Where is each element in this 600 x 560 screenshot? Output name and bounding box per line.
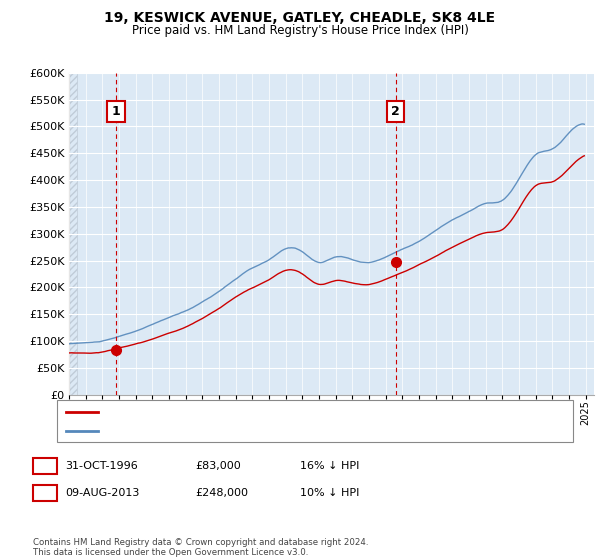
Text: £83,000: £83,000	[195, 461, 241, 471]
Text: 19, KESWICK AVENUE, GATLEY, CHEADLE, SK8 4LE: 19, KESWICK AVENUE, GATLEY, CHEADLE, SK8…	[104, 11, 496, 25]
Text: Contains HM Land Registry data © Crown copyright and database right 2024.
This d: Contains HM Land Registry data © Crown c…	[33, 538, 368, 557]
Text: 16% ↓ HPI: 16% ↓ HPI	[300, 461, 359, 471]
Text: 1: 1	[41, 459, 49, 473]
Text: 09-AUG-2013: 09-AUG-2013	[65, 488, 139, 498]
Text: 10% ↓ HPI: 10% ↓ HPI	[300, 488, 359, 498]
Text: 2: 2	[41, 486, 49, 500]
Text: 1: 1	[112, 105, 121, 118]
Text: 19, KESWICK AVENUE, GATLEY, CHEADLE, SK8 4LE (detached house): 19, KESWICK AVENUE, GATLEY, CHEADLE, SK8…	[102, 407, 460, 417]
Text: Price paid vs. HM Land Registry's House Price Index (HPI): Price paid vs. HM Land Registry's House …	[131, 24, 469, 36]
Text: £248,000: £248,000	[195, 488, 248, 498]
Text: 2: 2	[391, 105, 400, 118]
Text: 31-OCT-1996: 31-OCT-1996	[65, 461, 137, 471]
Text: HPI: Average price, detached house, Stockport: HPI: Average price, detached house, Stoc…	[102, 426, 346, 436]
